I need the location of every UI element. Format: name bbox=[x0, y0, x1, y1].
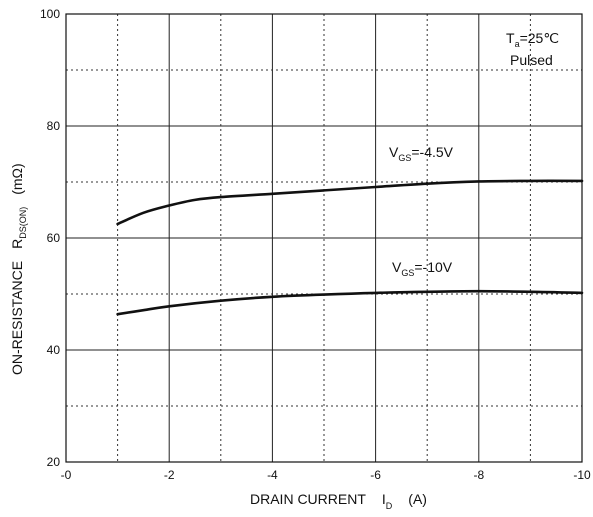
series-label-vgs-4.5: VGS=-4.5V bbox=[389, 144, 454, 163]
series-label-vgs-10: VGS=-10V bbox=[392, 259, 453, 278]
grid bbox=[65, 13, 583, 463]
y-tick-label: 20 bbox=[47, 455, 61, 469]
annotation-temperature: Ta=25℃ bbox=[506, 30, 559, 49]
x-tick-label: -4 bbox=[267, 468, 278, 482]
annotation-pulsed: Pulsed bbox=[510, 52, 553, 68]
x-tick-label: -0 bbox=[61, 468, 72, 482]
x-tick-label: -10 bbox=[573, 468, 591, 482]
y-tick-label: 80 bbox=[47, 119, 61, 133]
x-axis-label: DRAIN CURRENT ID (A) bbox=[250, 491, 427, 511]
y-tick-label: 100 bbox=[40, 7, 60, 21]
x-tick-label: -6 bbox=[370, 468, 381, 482]
y-tick-label: 40 bbox=[47, 343, 61, 357]
x-tick-label: -2 bbox=[164, 468, 175, 482]
plot-frame bbox=[65, 13, 583, 463]
series-line-VGS=-4.5V bbox=[116, 179, 584, 226]
y-tick-label: 60 bbox=[47, 231, 61, 245]
series-line-VGS=-10V bbox=[116, 289, 584, 316]
tick-labels: -0 -2 -4 -6 -8 -10 20 40 60 80 100 bbox=[40, 7, 591, 482]
y-axis-label: ON-RESISTANCERDS(ON)(mΩ) bbox=[9, 163, 28, 375]
series-group bbox=[116, 179, 584, 316]
x-tick-label: -8 bbox=[473, 468, 484, 482]
